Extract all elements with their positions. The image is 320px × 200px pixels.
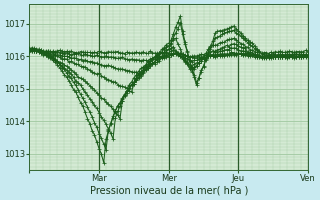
X-axis label: Pression niveau de la mer( hPa ): Pression niveau de la mer( hPa ) xyxy=(90,186,248,196)
